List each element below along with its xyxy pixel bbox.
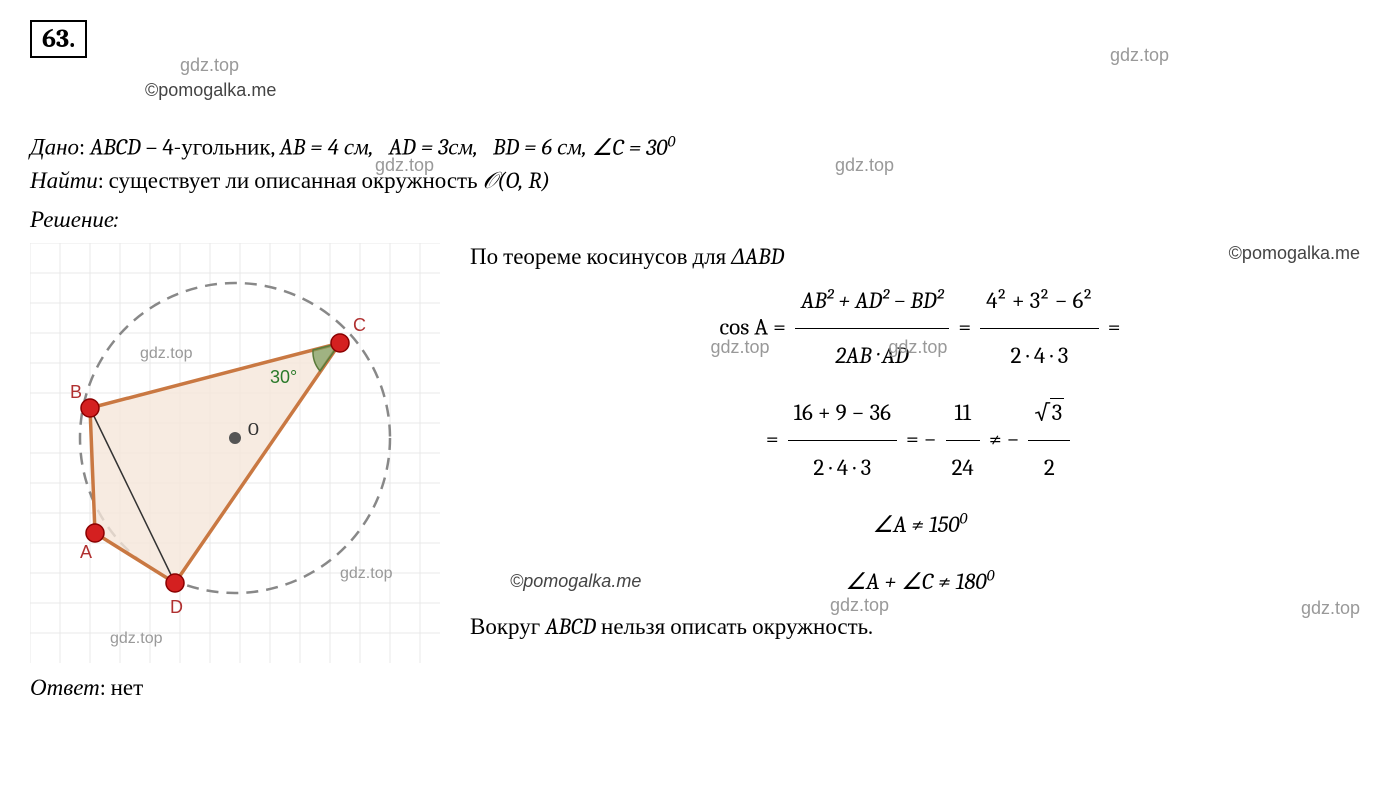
geometry-diagram: 30° O A B C D gdz.top gdz.top gdz.top (30, 243, 440, 669)
circle-notation: 𝒪(O, R) (483, 167, 550, 194)
watermark-gdz: gdz.top (1301, 598, 1360, 619)
watermark-gdz: gdz.top (110, 630, 163, 647)
label-a: A (80, 542, 92, 562)
shape-name: ABCD (545, 613, 596, 640)
watermark-gdz: gdz.top (180, 55, 239, 76)
quadrilateral (90, 343, 340, 583)
numerator: AB² + AD² − BD² (795, 276, 949, 330)
watermark-gdz: gdz.top (888, 328, 947, 368)
point-c (331, 334, 349, 352)
given-label: Дано (30, 134, 79, 161)
point-b (81, 399, 99, 417)
angle-label: 30° (270, 367, 297, 387)
denominator: 2 · 4 · 3 (788, 441, 897, 494)
cosine-calc: = 16 + 9 − 36 2 · 4 · 3 = − 11 24 ≠ − 3 … (470, 388, 1370, 494)
numerator: 3 (1028, 388, 1070, 442)
numerator: 16 + 9 − 36 (788, 388, 897, 442)
point-d (166, 574, 184, 592)
denominator: 2 · 4 · 3 (980, 329, 1099, 382)
answer-value: : нет (100, 674, 143, 701)
shape-name: ABCD (90, 134, 141, 161)
fraction: 11 24 (946, 388, 980, 494)
diagram-svg: 30° O A B C D gdz.top gdz.top gdz.top (30, 243, 440, 663)
triangle-name: ΔABD (731, 243, 784, 270)
measure-ab: AB = 4 см, (280, 134, 374, 161)
measure-bd: BD = 6 см, (493, 134, 587, 161)
numerator: 4² + 3² − 6² (980, 276, 1099, 330)
angle-a-result: ∠A ≠ 1500 (470, 500, 1370, 551)
problem-number: 63. (30, 20, 87, 58)
center-point (229, 432, 241, 444)
theorem-text: По теореме косинусов для (470, 243, 731, 270)
answer-line: Ответ: нет (30, 674, 1370, 701)
text: – 4-угольник, (141, 134, 280, 161)
watermark-gdz: gdz.top (830, 595, 889, 616)
given-line: Дано: ABCD – 4-угольник, AB = 4 см, AD =… (30, 133, 1370, 161)
watermark-gdz: gdz.top (711, 328, 770, 368)
solution-label: Решение: (30, 206, 1370, 233)
fraction: 3 2 (1028, 388, 1070, 494)
center-label: O (248, 419, 259, 440)
watermark-gdz: gdz.top (375, 155, 434, 176)
copyright: ©pomogalka.me (510, 562, 641, 602)
math-solution: По теореме косинусов для ΔABD ©pomogalka… (460, 243, 1370, 669)
find-label: Найти (30, 167, 98, 194)
watermark-gdz: gdz.top (1110, 45, 1169, 66)
label-b: B (70, 382, 82, 402)
cosine-formula: cos A = AB² + AD² − BD² 2AB · AD gdz.top… (470, 276, 1370, 382)
fraction: 4² + 3² − 6² 2 · 4 · 3 (980, 276, 1099, 382)
denominator: 24 (946, 441, 980, 494)
label-d: D (170, 597, 183, 617)
find-line: Найти: существует ли описанная окружност… (30, 167, 1370, 194)
numerator: 11 (946, 388, 980, 442)
label-c: C (353, 315, 366, 335)
angle-sum-result: ©pomogalka.me ∠A + ∠C ≠ 1800 (470, 557, 1370, 608)
watermark-gdz: gdz.top (140, 345, 193, 362)
angle-c: ∠C = 300 (592, 134, 676, 161)
watermark-gdz: gdz.top (835, 155, 894, 176)
watermark-gdz: gdz.top (340, 565, 393, 582)
conclusion: Вокруг ABCD нельзя описать окружность. g… (470, 613, 1370, 640)
point-a (86, 524, 104, 542)
copyright: ©pomogalka.me (1229, 243, 1360, 264)
copyright: ©pomogalka.me (145, 80, 276, 101)
text: : (79, 134, 90, 161)
denominator: 2 (1028, 441, 1070, 494)
answer-label: Ответ (30, 674, 100, 701)
fraction: 16 + 9 − 36 2 · 4 · 3 (788, 388, 897, 494)
